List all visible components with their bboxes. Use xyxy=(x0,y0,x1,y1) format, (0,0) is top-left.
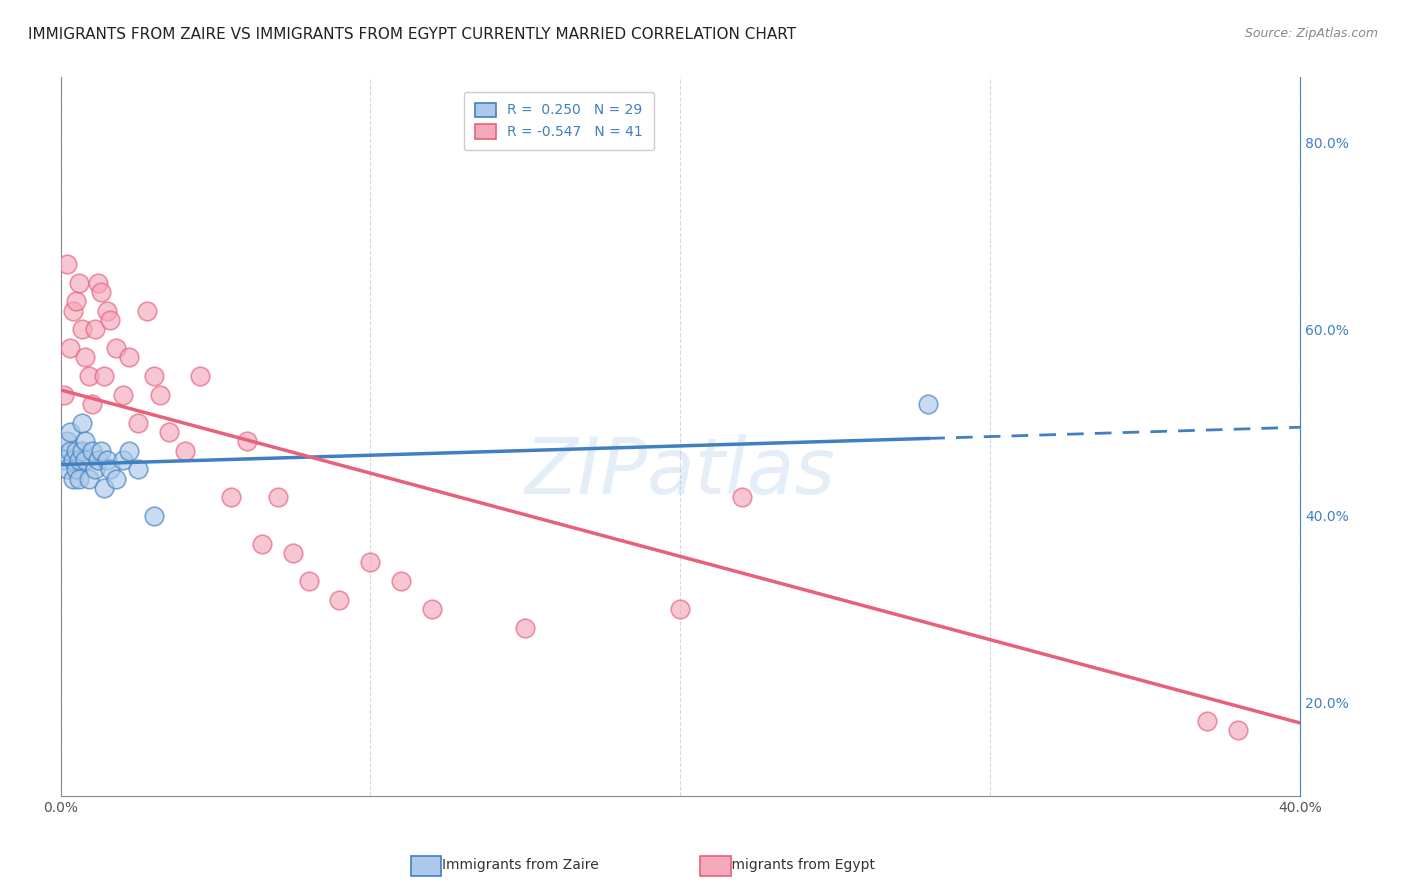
Point xyxy=(65,443,87,458)
Point xyxy=(67,276,90,290)
Point xyxy=(188,368,211,383)
Point xyxy=(118,443,141,458)
Point xyxy=(96,453,118,467)
Point xyxy=(731,490,754,504)
Point xyxy=(127,416,149,430)
Point xyxy=(281,546,304,560)
Point xyxy=(136,303,159,318)
Point xyxy=(56,434,79,449)
Point xyxy=(96,303,118,318)
Point xyxy=(127,462,149,476)
Point xyxy=(80,397,103,411)
Point xyxy=(118,351,141,365)
Point xyxy=(52,453,75,467)
Point xyxy=(142,368,165,383)
Point xyxy=(917,397,939,411)
Point xyxy=(77,368,100,383)
Point xyxy=(77,471,100,485)
Point xyxy=(111,453,134,467)
Point xyxy=(105,471,128,485)
Point xyxy=(56,257,79,271)
Text: Source: ZipAtlas.com: Source: ZipAtlas.com xyxy=(1244,27,1378,40)
Point xyxy=(111,387,134,401)
Point xyxy=(157,425,180,439)
Point xyxy=(62,303,84,318)
Point xyxy=(250,537,273,551)
Point xyxy=(67,453,90,467)
Point xyxy=(59,341,82,355)
Point xyxy=(173,443,195,458)
Point xyxy=(98,313,121,327)
Point xyxy=(219,490,242,504)
Point xyxy=(75,434,97,449)
Point xyxy=(65,294,87,309)
Point xyxy=(87,453,110,467)
Point xyxy=(391,574,413,589)
Point xyxy=(75,453,97,467)
Text: ZIPatlas: ZIPatlas xyxy=(524,434,835,510)
Point xyxy=(98,462,121,476)
Point xyxy=(59,443,82,458)
Point xyxy=(59,425,82,439)
Point xyxy=(72,322,94,336)
Point xyxy=(266,490,288,504)
Point xyxy=(142,508,165,523)
Point xyxy=(328,592,350,607)
Point xyxy=(235,434,257,449)
Point xyxy=(297,574,319,589)
Legend: R =  0.250   N = 29, R = -0.547   N = 41: R = 0.250 N = 29, R = -0.547 N = 41 xyxy=(464,92,654,151)
Point xyxy=(360,556,382,570)
Point xyxy=(83,462,105,476)
Point xyxy=(75,351,97,365)
Point xyxy=(72,416,94,430)
Point xyxy=(669,602,692,616)
Point xyxy=(515,621,537,635)
Text: Immigrants from Egypt: Immigrants from Egypt xyxy=(714,858,875,872)
Point xyxy=(67,471,90,485)
Point xyxy=(105,341,128,355)
Point xyxy=(80,443,103,458)
Point xyxy=(149,387,172,401)
Point xyxy=(62,453,84,467)
Point xyxy=(62,471,84,485)
Point xyxy=(1227,723,1250,738)
Text: Immigrants from Zaire: Immigrants from Zaire xyxy=(441,858,599,872)
Point xyxy=(90,443,112,458)
Point xyxy=(422,602,444,616)
Text: IMMIGRANTS FROM ZAIRE VS IMMIGRANTS FROM EGYPT CURRENTLY MARRIED CORRELATION CHA: IMMIGRANTS FROM ZAIRE VS IMMIGRANTS FROM… xyxy=(28,27,796,42)
Point xyxy=(83,322,105,336)
Point xyxy=(1197,714,1219,728)
Point xyxy=(93,481,115,495)
Point xyxy=(52,387,75,401)
Point xyxy=(65,462,87,476)
Point xyxy=(72,443,94,458)
Point xyxy=(56,462,79,476)
Point xyxy=(93,368,115,383)
Point xyxy=(90,285,112,299)
Point xyxy=(87,276,110,290)
